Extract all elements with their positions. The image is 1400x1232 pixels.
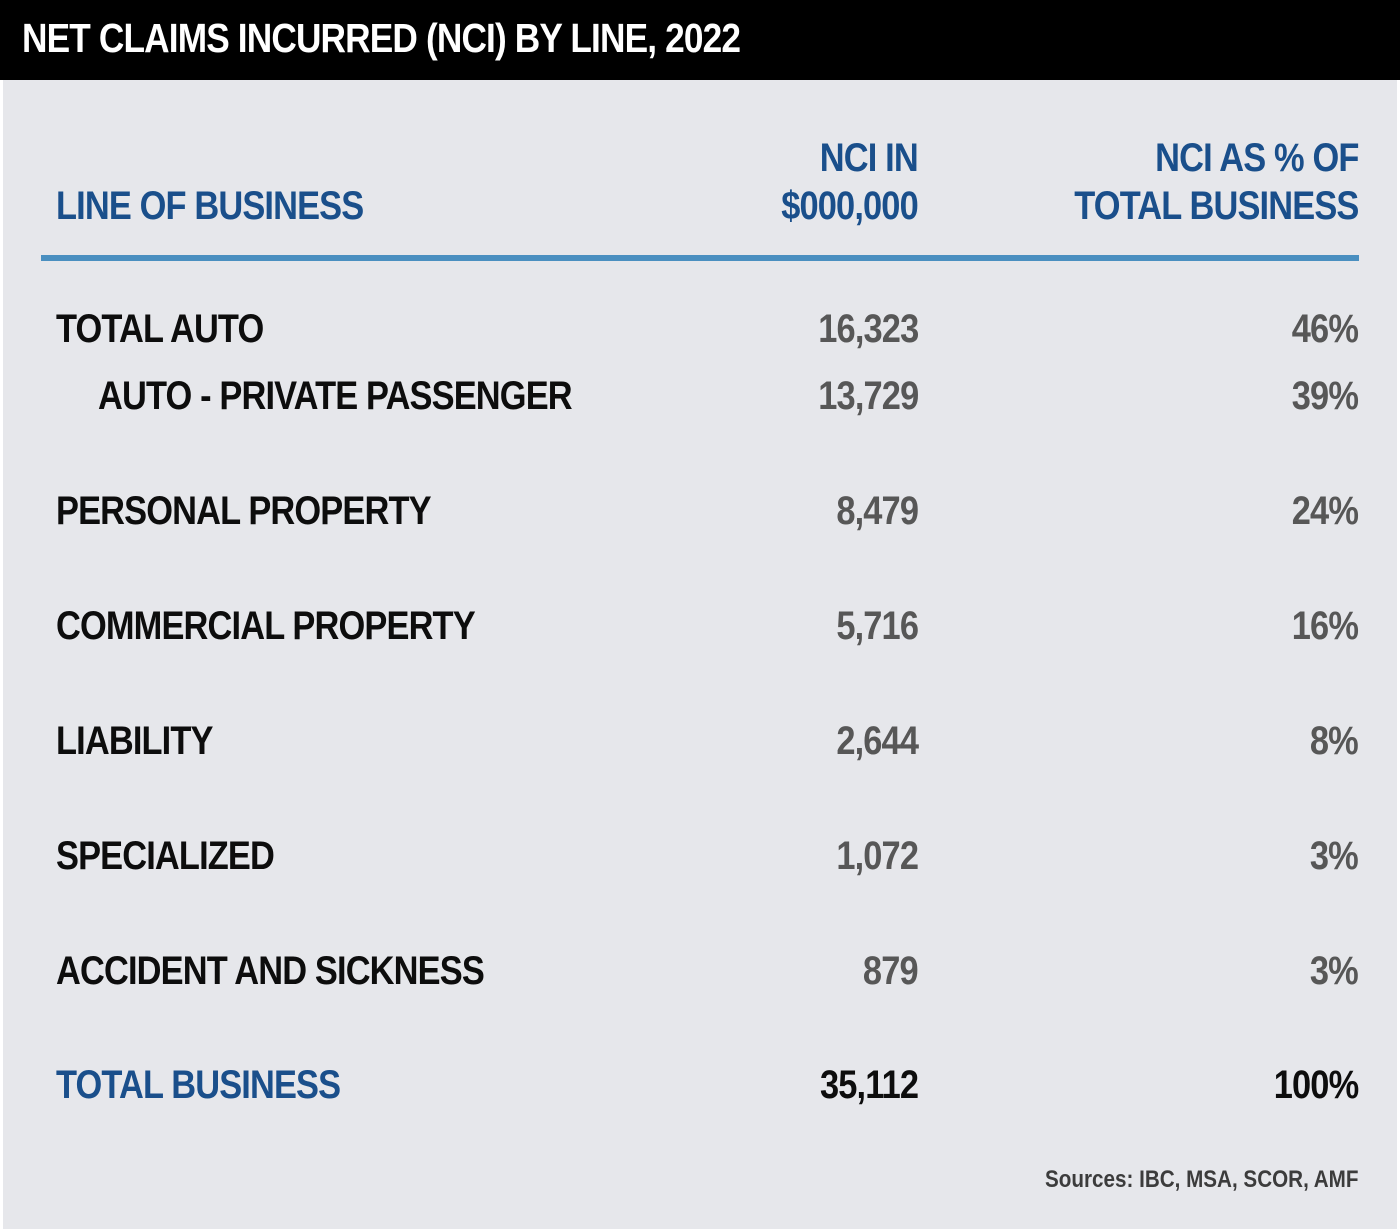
row-value: 8,479 (836, 489, 919, 533)
row-label: PERSONAL PROPERTY (56, 489, 432, 533)
table-row-liability: LIABILITY 2,644 8% (0, 716, 1400, 766)
row-label: TOTAL AUTO (56, 307, 264, 351)
row-percent: 46% (1291, 307, 1359, 351)
column-header-nci-line2: $000,000 (781, 184, 918, 228)
row-value: 16,323 (817, 307, 919, 351)
row-label: AUTO - PRIVATE PASSENGER (98, 374, 573, 418)
row-value: 2,644 (836, 719, 919, 763)
row-value: 35,112 (819, 1063, 919, 1107)
column-header-nci: NCI IN $000,000 (781, 134, 918, 230)
row-percent: 3% (1310, 834, 1359, 878)
column-header-line-of-business: LINE OF BUSINESS (56, 184, 364, 228)
table-row-accident-and-sickness: ACCIDENT AND SICKNESS 879 3% (0, 946, 1400, 996)
title-bar: NET CLAIMS INCURRED (NCI) BY LINE, 2022 (0, 0, 1400, 80)
row-percent: 16% (1291, 604, 1359, 648)
table-row-total-auto: TOTAL AUTO 16,323 46% (0, 304, 1400, 354)
column-header-pct-line1: NCI AS % OF (1154, 136, 1359, 180)
row-label: ACCIDENT AND SICKNESS (56, 949, 485, 993)
column-header-pct-line2: TOTAL BUSINESS (1073, 184, 1359, 228)
table-row-personal-property: PERSONAL PROPERTY 8,479 24% (0, 486, 1400, 536)
column-header-nci-line1: NCI IN (819, 136, 919, 180)
table-row-commercial-property: COMMERCIAL PROPERTY 5,716 16% (0, 601, 1400, 651)
row-label: LIABILITY (56, 719, 213, 763)
column-header-pct: NCI AS % OF TOTAL BUSINESS (1073, 134, 1359, 230)
row-label: COMMERCIAL PROPERTY (56, 604, 476, 648)
row-value: 1,072 (836, 834, 919, 878)
source-note: Sources: IBC, MSA, SCOR, AMF (1044, 1166, 1358, 1193)
row-percent: 8% (1310, 719, 1359, 763)
chart-title: NET CLAIMS INCURRED (NCI) BY LINE, 2022 (22, 15, 741, 61)
row-percent: 39% (1291, 374, 1359, 418)
row-value: 13,729 (817, 374, 919, 418)
row-percent: 100% (1273, 1063, 1358, 1107)
row-percent: 3% (1310, 949, 1359, 993)
table-row-specialized: SPECIALIZED 1,072 3% (0, 831, 1400, 881)
table-row-auto-private-passenger: AUTO - PRIVATE PASSENGER 13,729 39% (0, 371, 1400, 421)
row-value: 5,716 (836, 604, 919, 648)
header-divider (41, 255, 1359, 261)
row-label: TOTAL BUSINESS (56, 1063, 341, 1107)
row-percent: 24% (1291, 489, 1359, 533)
row-value: 879 (863, 949, 919, 993)
row-label: SPECIALIZED (56, 834, 275, 878)
table-row-total-business: TOTAL BUSINESS 35,112 100% (0, 1060, 1400, 1110)
